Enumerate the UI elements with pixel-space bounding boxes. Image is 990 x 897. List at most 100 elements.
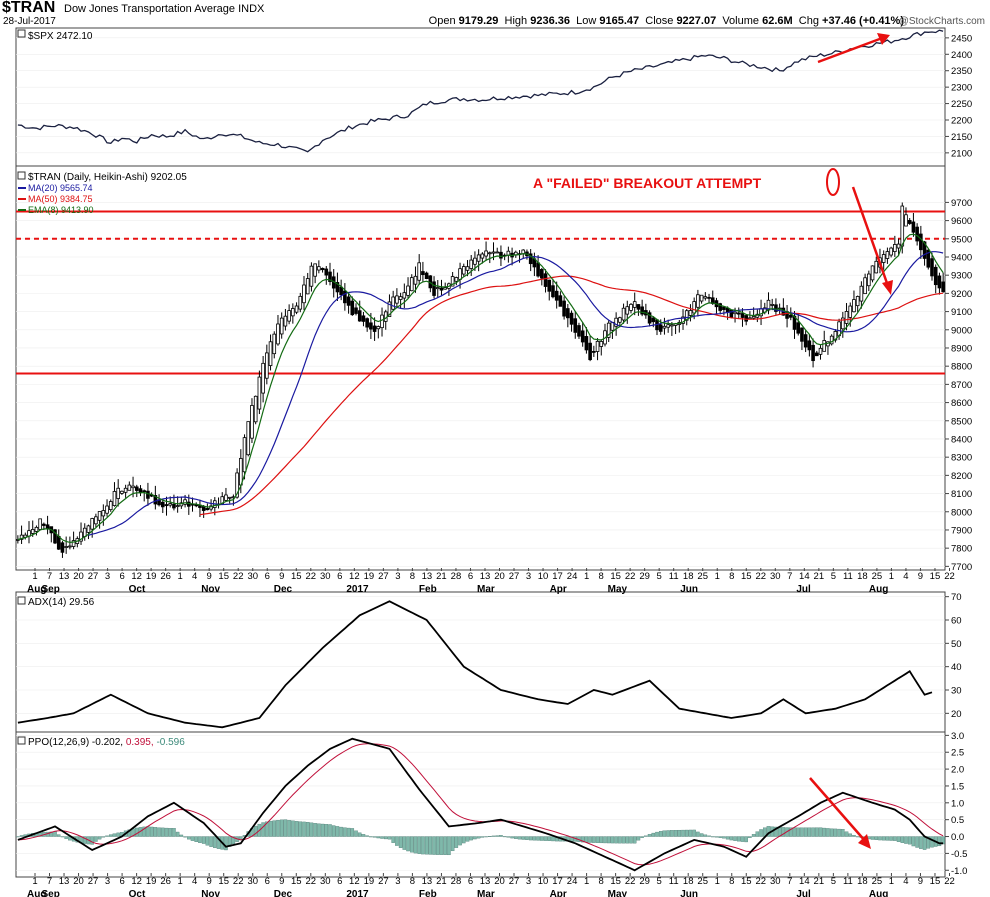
ma50-line	[199, 275, 944, 516]
ppo-histogram-bar	[677, 829, 682, 837]
tran-candle	[740, 313, 745, 318]
tran-candle	[242, 437, 247, 473]
tran-candle	[313, 263, 317, 277]
x-tick-label-upper: 12	[349, 571, 360, 582]
x-tick-label-upper: 9	[279, 571, 284, 582]
tran-candle	[592, 351, 596, 353]
tran-candle	[577, 325, 581, 337]
tran-candle	[365, 318, 369, 328]
tran-candle	[495, 251, 500, 254]
x-tick-label-lower: 22	[306, 876, 317, 887]
ppo-histogram-bar	[116, 832, 120, 837]
ppo-histogram-bar	[792, 827, 797, 837]
ppo-histogram-bar	[900, 836, 905, 843]
x-month-label-upper: Dec	[274, 584, 293, 595]
x-tick-label-lower: 30	[247, 876, 258, 887]
tran-candle	[443, 287, 447, 290]
tran-candle	[551, 285, 555, 298]
x-tick-label-upper: 5	[831, 571, 836, 582]
ppo-histogram-bar	[157, 827, 161, 837]
x-tick-label-upper: 6	[265, 571, 270, 582]
tran-candle	[64, 546, 68, 548]
x-tick-label-upper: 22	[233, 571, 244, 582]
tran-candle	[250, 405, 254, 439]
ppo-histogram-bar	[473, 836, 477, 840]
ppo-signal-line	[17, 743, 944, 866]
x-tick-label-upper: 3	[526, 571, 531, 582]
tran-legend-marker	[17, 171, 26, 180]
y-tick-label: -1.0	[951, 866, 967, 877]
tran-candle	[651, 317, 656, 323]
tran-candle	[473, 257, 477, 265]
ppo-histogram-bar	[495, 835, 499, 837]
tran-candle	[536, 262, 540, 277]
ppo-histogram-bar	[383, 836, 388, 840]
failed-breakout-annotation: A "FAILED" BREAKOUT ATTEMPT	[533, 175, 762, 191]
tran-candle	[569, 312, 574, 325]
tran-candle	[841, 317, 845, 330]
ppo-down-arrow	[809, 777, 867, 843]
x-tick-label-lower: 17	[552, 876, 563, 887]
x-tick-label-upper: 3	[395, 571, 400, 582]
y-tick-label: 40	[951, 662, 962, 673]
ppo-histogram-bar	[922, 836, 927, 850]
x-tick-label-lower: 27	[509, 876, 520, 887]
x-tick-label-lower: 21	[814, 876, 825, 887]
ppo-histogram-bar	[666, 830, 670, 837]
ppo-histogram-bar	[324, 824, 329, 837]
x-month-label-upper: 2017	[346, 584, 369, 595]
ppo-title: PPO(12,26,9) -0.202, 0.395, -0.596	[28, 737, 185, 748]
tran-candle	[770, 304, 775, 306]
tran-candle	[803, 334, 808, 348]
x-tick-label-lower: 8	[598, 876, 603, 887]
x-tick-label-upper: 12	[131, 571, 142, 582]
tran-candle	[142, 490, 147, 493]
tran-candle	[406, 285, 410, 296]
x-tick-label-lower: 4	[192, 876, 197, 887]
tran-candle	[454, 277, 459, 282]
tran-candle	[350, 300, 355, 316]
ppo-histogram-bar	[703, 834, 708, 837]
tran-candle	[941, 281, 945, 292]
tran-candle	[859, 285, 864, 302]
ppo-histogram-bar	[588, 836, 592, 843]
ppo-histogram-bar	[926, 836, 931, 849]
ppo-histogram-bar	[499, 835, 503, 837]
ppo-histogram-bar	[618, 836, 622, 844]
x-tick-label-upper: 14	[799, 571, 810, 582]
x-tick-label-lower: 15	[291, 876, 302, 887]
ema8-line	[17, 233, 944, 544]
tran-candle	[911, 221, 916, 233]
ppo-histogram-bar	[213, 836, 217, 848]
ppo-histogram-bar	[331, 825, 336, 837]
ppo-histogram-bar	[748, 836, 752, 838]
ppo-histogram-bar	[369, 836, 373, 838]
ppo-histogram-bar	[692, 829, 696, 837]
tran-candle	[305, 278, 310, 295]
ppo-legend-marker	[17, 736, 26, 745]
tran-candle	[276, 323, 280, 345]
y-tick-label: 3.0	[951, 731, 964, 742]
x-tick-label-lower: 14	[799, 876, 810, 887]
adx-line	[17, 600, 933, 729]
tran-candle	[707, 296, 711, 299]
tran-candle	[573, 318, 578, 333]
tran-candle	[692, 301, 696, 314]
x-tick-label-upper: 19	[364, 571, 375, 582]
tran-candle	[172, 503, 176, 509]
y-tick-label: 8400	[951, 434, 972, 445]
volume-value: 62.6M	[762, 15, 793, 27]
ppo-histogram-bar	[261, 822, 265, 837]
ppo-histogram-bar	[629, 836, 633, 844]
tran-candle	[491, 251, 496, 254]
ppo-histogram-bar	[800, 827, 804, 837]
tran-candle	[487, 252, 492, 255]
ppo-histogram-bar	[198, 836, 202, 843]
y-tick-label: 8000	[951, 507, 972, 518]
tran-candle	[357, 310, 362, 322]
tran-candle	[42, 523, 46, 526]
ppo-histogram-bar	[841, 829, 845, 837]
x-tick-label-lower: 5	[657, 876, 662, 887]
ppo-histogram-bar	[406, 836, 410, 852]
x-month-label-upper: Mar	[477, 584, 495, 595]
